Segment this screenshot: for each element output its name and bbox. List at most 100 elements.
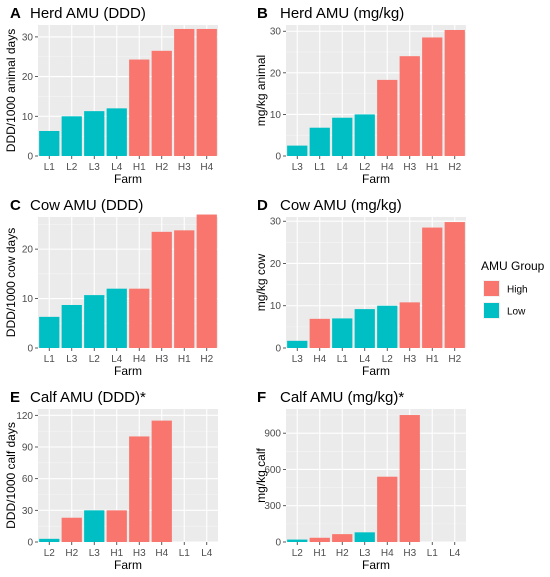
x-tick-label: H3 <box>403 354 416 365</box>
x-tick-label: H2 <box>155 162 168 173</box>
bar-h1 <box>422 227 443 348</box>
y-tick-label: 30 <box>270 27 282 38</box>
panel-title: Herd AMU (mg/kg) <box>280 5 404 22</box>
x-tick-label: H1 <box>133 162 146 173</box>
bar-h1 <box>129 59 150 156</box>
x-tick-label: H2 <box>200 354 213 365</box>
x-axis-title: Farm <box>114 558 142 572</box>
x-tick-label: H4 <box>313 354 326 365</box>
x-tick-label: L3 <box>292 354 304 365</box>
y-tick-label: 10 <box>22 294 34 305</box>
bar-h1 <box>174 230 195 348</box>
y-tick-label: 10 <box>270 301 282 312</box>
bar-l2 <box>287 539 308 542</box>
bar-h2 <box>444 29 465 156</box>
panel-c: C Cow AMU (DDD) 0 10 20 L1 L3 L2 L4 H4 H3 H1 H2 Farm D… <box>4 197 218 378</box>
bar-l2 <box>354 114 375 156</box>
y-axis-title: mg/kg calf <box>254 447 268 502</box>
panel-title: Cow AMU (DDD) <box>30 197 143 214</box>
bar-l4 <box>106 108 127 156</box>
x-tick-label: L4 <box>111 162 123 173</box>
y-axis-title: DDD/1000 cow days <box>4 228 18 337</box>
x-tick-label: L2 <box>382 354 394 365</box>
bar-h3 <box>399 302 420 348</box>
x-tick-label: L2 <box>44 548 56 559</box>
y-tick-label: 10 <box>270 110 282 121</box>
bar-h2 <box>151 50 172 156</box>
x-tick-label: H4 <box>200 162 213 173</box>
bar-h4 <box>151 420 172 542</box>
bar-h3 <box>174 28 195 156</box>
x-tick-label: H2 <box>448 162 461 173</box>
y-axis-title: mg/kg cow <box>254 253 268 311</box>
x-tick-label: H1 <box>426 162 439 173</box>
bar-l3 <box>84 510 105 542</box>
bar-h3 <box>151 231 172 348</box>
bar-l3 <box>354 532 375 542</box>
legend-label-high: High <box>507 285 528 296</box>
y-tick-label: 900 <box>264 429 281 440</box>
x-tick-label: L4 <box>359 354 371 365</box>
panel-letter: C <box>10 197 21 214</box>
bar-h2 <box>196 214 217 348</box>
panel-b: B Herd AMU (mg/kg) 0 10 20 30 L3 L1 L4 L2 H4 H3 H1 H2… <box>254 5 466 186</box>
bar-h3 <box>129 436 150 542</box>
panel-a: A Herd AMU (DDD) 0 10 20 30 L1 L2 L3 L4 H1 H2 H3 H4 Fa… <box>4 5 218 186</box>
x-tick-label: L2 <box>66 162 78 173</box>
bar-h2 <box>444 222 465 348</box>
y-tick-label: 0 <box>27 344 33 355</box>
panel-title: Herd AMU (DDD) <box>30 5 146 22</box>
bar-h3 <box>399 415 420 542</box>
bar-l1 <box>332 318 353 348</box>
y-axis-title: DDD/1000 calf days <box>4 422 18 529</box>
x-tick-label: H1 <box>178 354 191 365</box>
x-axis-title: Farm <box>114 364 142 378</box>
y-axis-title: DDD/1000 animal days <box>4 29 18 152</box>
panel-title: Cow AMU (mg/kg) <box>280 197 402 214</box>
x-axis-title: Farm <box>362 558 390 572</box>
y-tick-label: 20 <box>270 68 282 79</box>
legend: AMU Group High Low <box>481 259 545 319</box>
panel-d: D Cow AMU (mg/kg) 0 10 20 30 L3 H4 L1 L4 L2 H3 H1 H2 F… <box>254 197 466 378</box>
bar-h2 <box>332 534 353 542</box>
x-tick-label: L4 <box>449 548 461 559</box>
x-tick-label: L1 <box>337 354 349 365</box>
y-tick-label: 20 <box>270 259 282 270</box>
bar-h2 <box>61 517 82 542</box>
bar-h1 <box>106 510 127 542</box>
panel-letter: A <box>10 5 21 22</box>
bar-h3 <box>399 56 420 156</box>
x-tick-label: L2 <box>359 162 371 173</box>
y-tick-label: 0 <box>275 152 281 163</box>
x-tick-label: H1 <box>313 548 326 559</box>
x-tick-label: L3 <box>292 162 304 173</box>
bar-h4 <box>129 288 150 348</box>
x-tick-label: H3 <box>403 162 416 173</box>
x-tick-label: H3 <box>133 548 146 559</box>
y-tick-label: 0 <box>275 538 281 549</box>
y-tick-label: 30 <box>22 32 34 43</box>
x-tick-label: H2 <box>448 354 461 365</box>
x-axis-title: Farm <box>114 172 142 186</box>
bar-l1 <box>39 316 60 348</box>
legend-key-high <box>484 281 499 296</box>
legend-title: AMU Group <box>481 259 545 273</box>
x-tick-label: L1 <box>44 162 56 173</box>
legend-label-low: Low <box>507 307 526 318</box>
y-tick-label: 0 <box>27 152 33 163</box>
bar-l4 <box>106 288 127 348</box>
x-tick-label: H4 <box>155 548 168 559</box>
bar-l1 <box>309 127 330 156</box>
y-tick-label: 0 <box>275 344 281 355</box>
x-tick-label: L3 <box>89 162 101 173</box>
panel-letter: E <box>10 389 20 406</box>
x-tick-label: L1 <box>179 548 191 559</box>
panel-e: E Calf AMU (DDD)* 0 30 60 90 120 L2 H2 L3 H1 H3 H4 L1… <box>4 389 218 572</box>
y-tick-label: 20 <box>22 245 34 256</box>
x-tick-label: L1 <box>427 548 439 559</box>
x-tick-label: H1 <box>426 354 439 365</box>
bar-l4 <box>332 117 353 156</box>
y-tick-label: 20 <box>22 72 34 83</box>
y-tick-label: 0 <box>27 538 33 549</box>
